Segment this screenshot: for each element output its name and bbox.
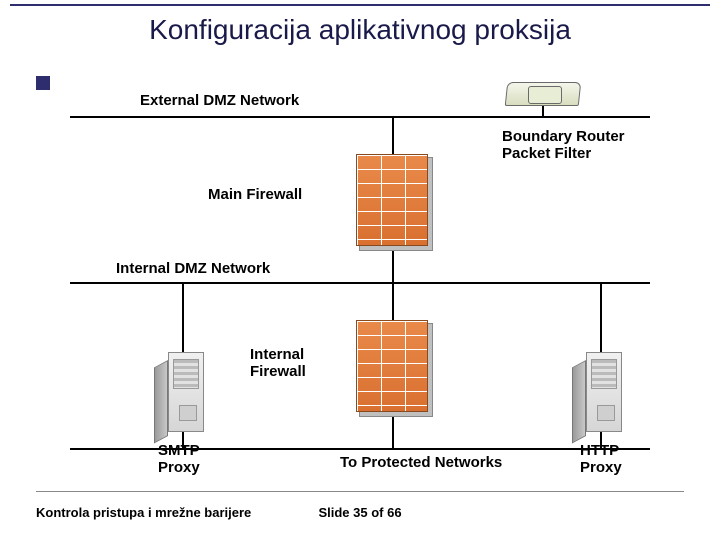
network-diagram: External DMZ Network Internal DMZ Network… [60,70,660,470]
node-label-main-fw: Main Firewall [208,186,302,203]
footer-rule [36,491,684,492]
node-label-http: HTTPProxy [580,442,622,476]
server-icon-smtp [154,352,208,436]
network-label-int-dmz: Internal DMZ Network [116,260,270,277]
server-icon-http [572,352,626,436]
router-icon [506,76,586,112]
network-line-int-dmz [70,282,650,284]
slide-title: Konfiguracija aplikativnog proksija [0,14,720,46]
firewall-icon-main-fw [356,154,428,246]
network-line-ext-dmz [70,116,650,118]
node-label-int-fw: InternalFirewall [250,346,306,380]
footer-slide-number: Slide 35 of 66 [0,505,720,520]
network-label-ext-dmz: External DMZ Network [140,92,299,109]
network-line-protected [70,448,650,450]
bullet [36,76,50,90]
network-label-protected: To Protected Networks [340,454,502,471]
top-rule [10,4,710,6]
firewall-icon-int-fw [356,320,428,412]
node-label-smtp: SMTPProxy [158,442,200,476]
node-label-router: Boundary RouterPacket Filter [502,128,625,162]
